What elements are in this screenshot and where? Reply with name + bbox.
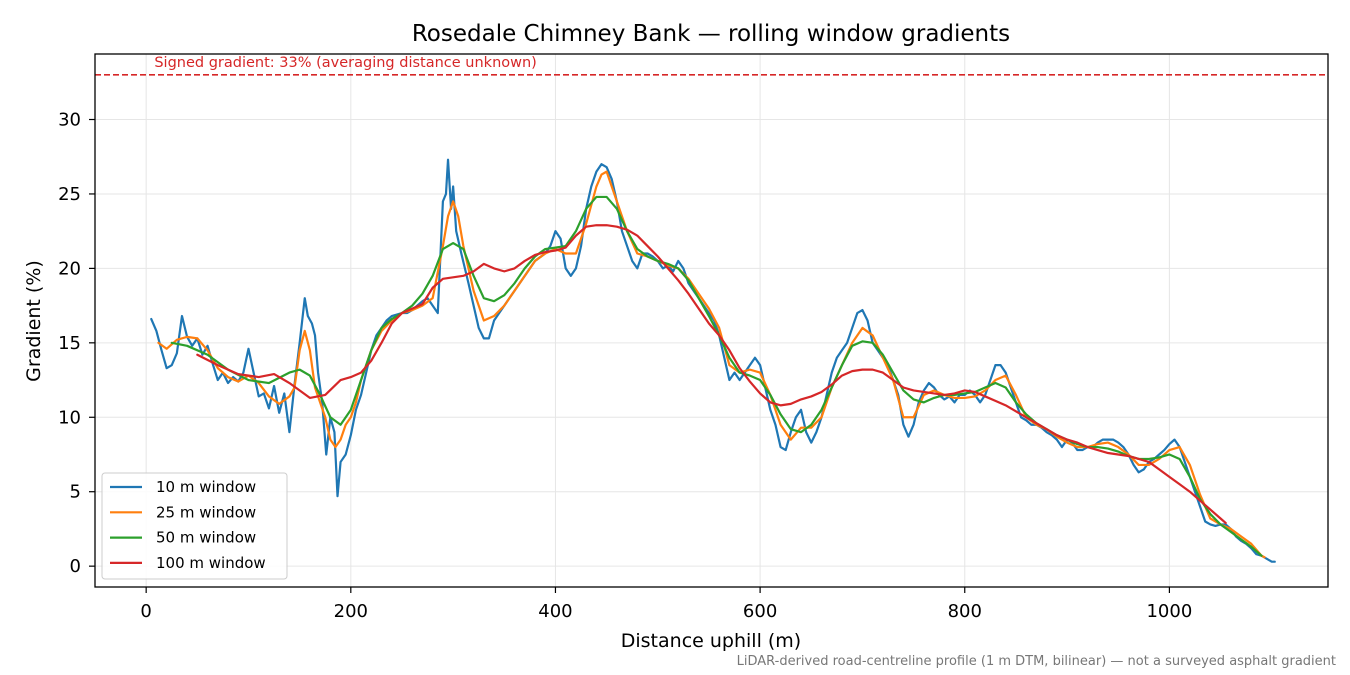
reference-line-group: Signed gradient: 33% (averaging distance… <box>95 55 1328 76</box>
y-tick-label: 20 <box>58 258 81 279</box>
x-tick-label: 200 <box>334 601 368 622</box>
signed-gradient-label: Signed gradient: 33% (averaging distance… <box>154 55 537 71</box>
y-axis-ticks: 0 5 10 15 20 25 30 <box>58 110 95 577</box>
footnote: LiDAR-derived road-centreline profile (1… <box>737 654 1336 669</box>
y-tick-label: 5 <box>70 482 81 503</box>
x-axis-label: Distance uphill (m) <box>621 630 801 652</box>
series-lines <box>150 158 1276 563</box>
y-axis-label: Gradient (%) <box>23 260 45 382</box>
plot-frame <box>94 53 1329 588</box>
y-tick-label: 0 <box>70 556 81 577</box>
legend-label-2: 25 m window <box>156 503 256 521</box>
grid-lines <box>95 54 1328 587</box>
x-tick-label: 800 <box>948 601 982 622</box>
x-tick-label: 400 <box>538 601 572 622</box>
legend-frame <box>101 472 288 580</box>
legend-label-1: 10 m window <box>156 478 256 496</box>
y-tick-label: 30 <box>58 110 81 131</box>
legend-label-4: 100 m window <box>156 554 266 572</box>
chart-title: Rosedale Chimney Bank — rolling window g… <box>412 21 1010 47</box>
x-axis-ticks: 0 200 400 600 800 1000 <box>140 587 1192 622</box>
x-tick-label: 600 <box>743 601 777 622</box>
legend-label-3: 50 m window <box>156 529 256 547</box>
y-tick-label: 10 <box>58 407 81 428</box>
x-tick-label: 1000 <box>1146 601 1192 622</box>
y-tick-label: 25 <box>58 184 81 205</box>
x-tick-label: 0 <box>140 601 151 622</box>
y-tick-label: 15 <box>58 333 81 354</box>
series-line-4 <box>196 224 1227 525</box>
legend: 10 m window 25 m window 50 m window 100 m w… <box>101 472 288 580</box>
